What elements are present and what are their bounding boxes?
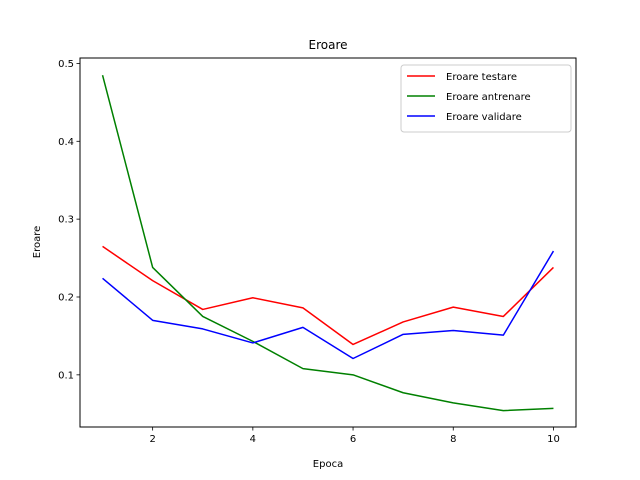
legend-label: Eroare antrenare bbox=[446, 92, 531, 103]
legend-box bbox=[400, 64, 572, 133]
y-tick-label: 0.5 bbox=[58, 59, 74, 70]
plot-frame bbox=[79, 57, 577, 428]
y-tick-label: 0.1 bbox=[58, 370, 74, 381]
x-axis-label: Epoca bbox=[313, 459, 343, 470]
x-tick-label: 4 bbox=[250, 434, 256, 445]
x-tick-label: 2 bbox=[149, 434, 155, 445]
y-tick-label: 0.4 bbox=[58, 137, 74, 148]
y-axis-label: Eroare bbox=[32, 226, 43, 259]
y-tick-label: 0.3 bbox=[58, 215, 74, 226]
x-tick-label: 10 bbox=[547, 434, 560, 445]
x-tick-label: 8 bbox=[450, 434, 456, 445]
series-line-1 bbox=[102, 245, 554, 346]
y-axis-ticks: 0.1 0.2 0.3 0.4 0.5 bbox=[58, 59, 80, 381]
legend-label: Eroare testare bbox=[446, 72, 517, 83]
chart-title: Eroare bbox=[309, 38, 348, 52]
x-axis-ticks: 2 4 6 8 10 bbox=[149, 427, 560, 445]
series-lines bbox=[101, 74, 555, 412]
series-line-3 bbox=[102, 250, 555, 360]
legend-label: Eroare validare bbox=[446, 112, 522, 123]
legend: Eroare testare Eroare antrenare Eroare val… bbox=[400, 64, 572, 133]
series-line-2 bbox=[101, 74, 554, 412]
x-tick-label: 6 bbox=[350, 434, 356, 445]
y-tick-label: 0.2 bbox=[58, 292, 74, 303]
